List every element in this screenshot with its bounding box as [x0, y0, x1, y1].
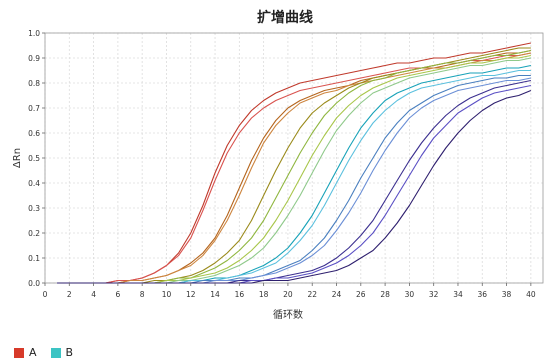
legend-label-b: B: [65, 346, 74, 359]
x-tick-label: 10: [162, 290, 172, 299]
series-line-12: [57, 77, 532, 284]
grid-lines: [44, 32, 543, 284]
x-tick-label: 38: [502, 290, 512, 299]
series-line-8: [57, 57, 532, 284]
x-tick-label: 26: [356, 290, 366, 299]
y-tick-label: 0.8: [28, 79, 40, 88]
y-tick-label: 0.5: [28, 154, 40, 163]
y-tick-label: 0.9: [28, 54, 40, 63]
x-tick-label: 24: [332, 290, 342, 299]
x-tick-label: 40: [526, 290, 536, 299]
y-tick-label: 0.2: [28, 229, 40, 238]
series-line-2: [57, 52, 532, 284]
series-line-13: [57, 79, 532, 284]
x-tick-label: 6: [115, 290, 120, 299]
legend-item-b: B: [50, 346, 74, 359]
x-tick-label: 4: [91, 290, 96, 299]
series-group: [57, 42, 532, 284]
y-tick-label: 0.7: [28, 104, 40, 113]
x-tick-label: 30: [405, 290, 415, 299]
x-tick-label: 2: [67, 290, 72, 299]
series-line-4: [57, 52, 532, 284]
x-tick-label: 12: [186, 290, 196, 299]
legend-label-a: A: [29, 346, 37, 359]
x-tick-label: 22: [307, 290, 317, 299]
y-tick-label: 1.0: [28, 29, 40, 38]
series-line-11: [57, 74, 531, 284]
y-axis-label: ΔRn: [12, 148, 23, 168]
series-line-15: [57, 89, 532, 284]
x-tick-label: 34: [453, 290, 463, 299]
series-line-10: [57, 69, 531, 284]
x-tick-label: 18: [259, 290, 269, 299]
x-tick-label: 32: [429, 290, 439, 299]
x-tick-label: 36: [477, 290, 487, 299]
x-tick-label: 16: [235, 290, 245, 299]
x-tick-label: 14: [210, 290, 220, 299]
x-axis-ticks: 0 2 4 6 8 10 12 14 16 18 20 22 24 26 28 30 32 34 36 38 40: [43, 283, 536, 299]
legend-item-a: A: [14, 346, 37, 359]
legend-swatch-a: [14, 347, 24, 358]
y-axis-ticks: 0.0 0.1 0.2 0.3 0.4 0.5 0.6 0.7 0.8 0.9 1.0: [28, 29, 45, 288]
y-tick-label: 0.4: [28, 179, 40, 188]
x-tick-label: 20: [283, 290, 293, 299]
legend-swatch-b: [50, 347, 61, 358]
x-tick-label: 8: [140, 290, 145, 299]
x-tick-label: 0: [43, 290, 48, 299]
series-line-9: [57, 64, 532, 284]
series-line-14: [57, 84, 532, 284]
y-tick-label: 0.3: [28, 204, 40, 213]
x-axis-label: 循环数: [273, 308, 303, 321]
legend: A B: [14, 346, 87, 359]
x-tick-label: 28: [380, 290, 390, 299]
chart-title: 扩增曲线: [257, 9, 313, 26]
y-tick-label: 0.1: [28, 254, 40, 263]
y-tick-label: 0.0: [28, 279, 40, 288]
y-tick-label: 0.6: [28, 129, 40, 138]
